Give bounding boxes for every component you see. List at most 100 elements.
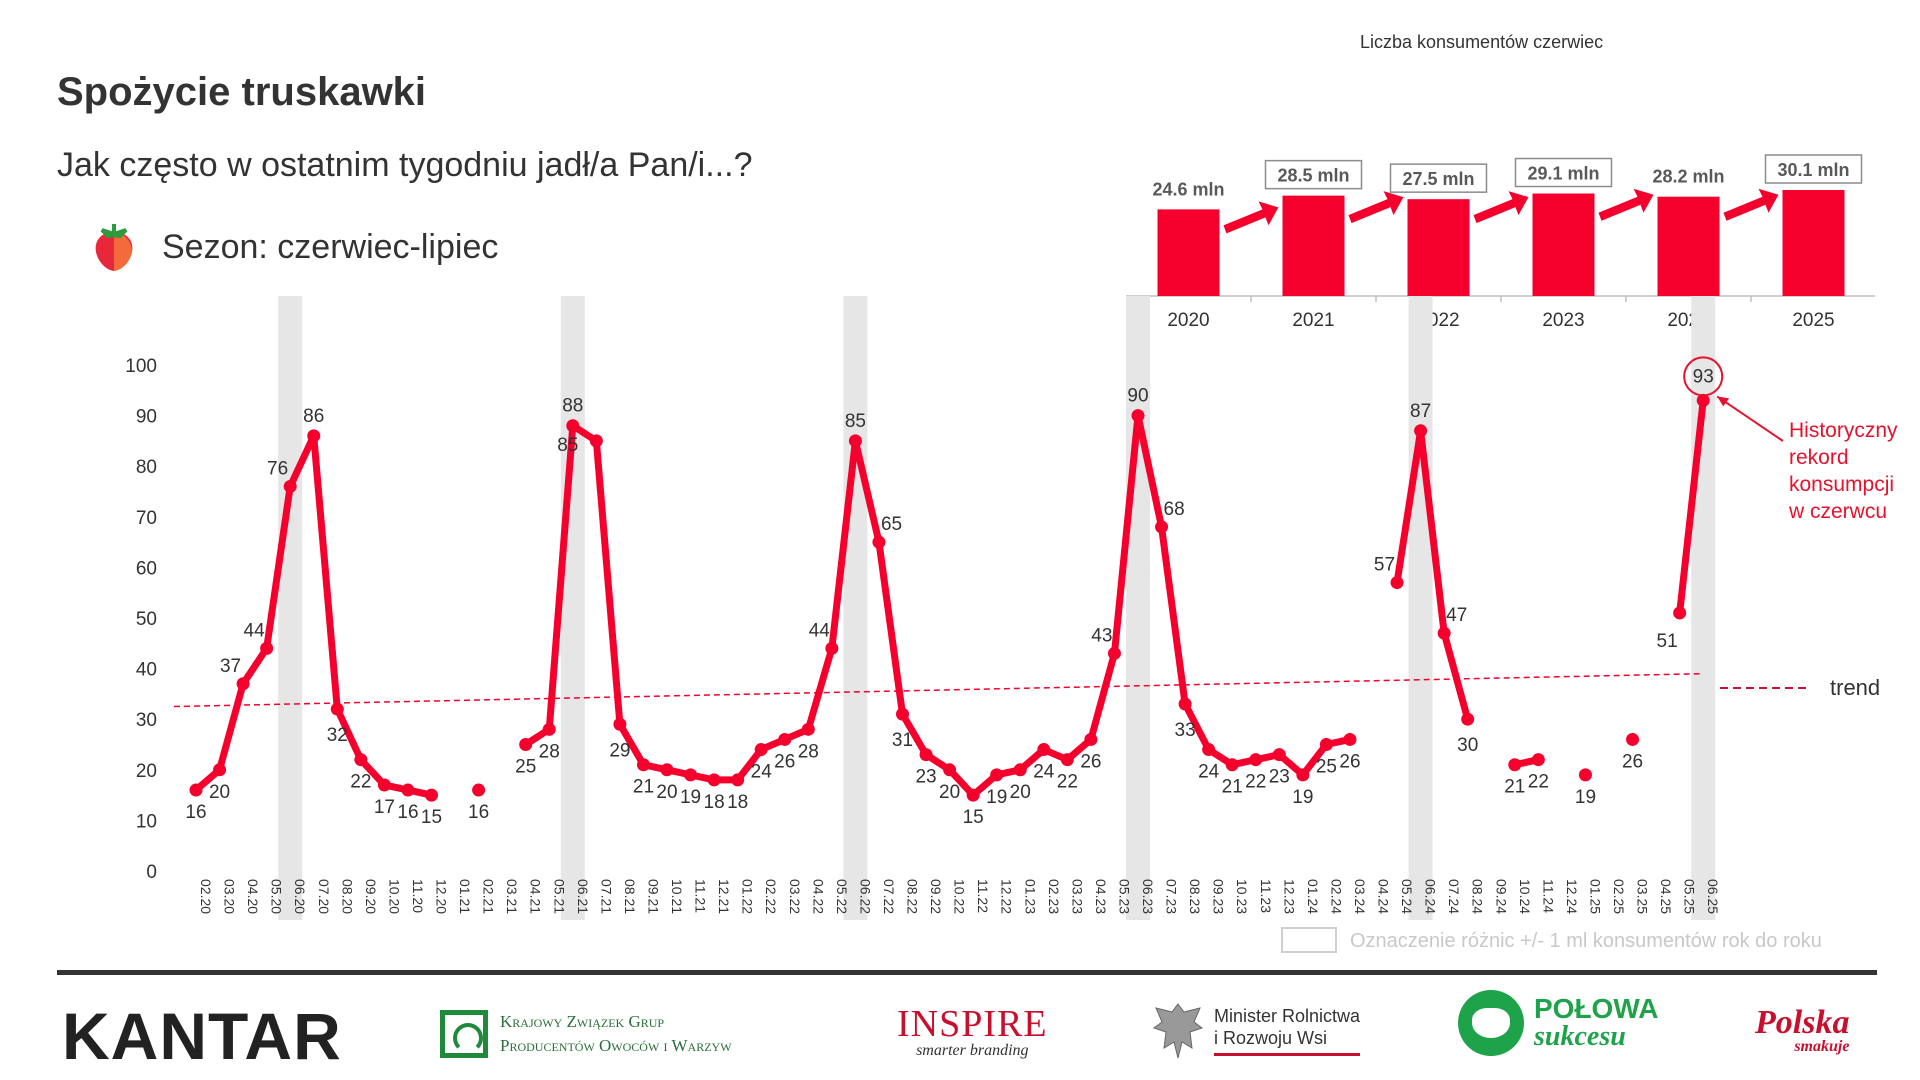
data-point-07.22	[872, 535, 886, 549]
x-tick-label: 01.23	[1022, 879, 1038, 914]
data-label: 85	[557, 435, 578, 456]
data-label: 16	[185, 802, 206, 823]
x-tick-label: 07.24	[1446, 879, 1462, 914]
x-tick-label: 09.20	[363, 879, 379, 914]
trend-legend-label: trend	[1830, 675, 1880, 700]
season-label: Sezon: czerwiec-lipiec	[92, 222, 498, 272]
x-tick-label: 10.20	[386, 879, 402, 914]
bar-value-label: 27.5 mln	[1402, 169, 1474, 189]
x-tick-label: 02.20	[198, 879, 214, 914]
x-tick-label: 02.21	[481, 879, 497, 914]
x-tick-label: 02.24	[1328, 879, 1344, 914]
data-point-04.22	[801, 722, 815, 736]
data-point-02.23	[1037, 743, 1051, 757]
data-label: 17	[374, 797, 395, 818]
y-tick-label: 100	[125, 356, 157, 377]
data-label: 93	[1693, 366, 1714, 387]
june-highlight-band	[1691, 296, 1716, 920]
bar-2021	[1282, 195, 1345, 296]
trend-line	[173, 672, 1704, 708]
x-tick-label: 04.23	[1093, 879, 1109, 914]
x-tick-label: 06.24	[1423, 879, 1439, 914]
data-label: 43	[1091, 625, 1112, 646]
june-highlight-band	[1126, 296, 1150, 920]
x-tick-label: 11.23	[1258, 879, 1274, 913]
data-label: 26	[1622, 751, 1643, 772]
kzgp-logo: Krajowy Związek Grup Producentów Owoców i…	[440, 1010, 732, 1058]
data-label: 22	[1057, 772, 1078, 793]
data-point-02.20	[189, 783, 203, 797]
data-point-03.24	[1343, 732, 1357, 746]
data-label: 24	[1198, 762, 1220, 783]
data-label: 16	[397, 802, 418, 823]
data-point-06.25	[1696, 393, 1710, 407]
bar-value-box	[1514, 157, 1613, 188]
bar-value-box	[1764, 154, 1863, 184]
data-point-03.23	[1060, 753, 1074, 767]
data-point-03.20	[213, 763, 227, 777]
data-point-11.22	[966, 788, 980, 802]
x-tick-label: 07.21	[598, 879, 614, 914]
x-tick-label: 09.24	[1493, 879, 1509, 914]
bar-value-label: 24.6 mln	[1152, 179, 1224, 199]
growth-arrow-icon	[1473, 191, 1529, 224]
data-label: 90	[1127, 386, 1148, 407]
y-tick-label: 70	[136, 508, 157, 529]
data-point-07.24	[1437, 626, 1451, 640]
data-point-08.21	[613, 717, 627, 731]
data-point-05.25	[1673, 606, 1687, 620]
x-tick-label: 05.23	[1116, 879, 1132, 914]
bar-2024	[1657, 196, 1720, 296]
polska-smakuje-logo: Polska smakuje	[1755, 1004, 1850, 1055]
data-point-10.24	[1508, 758, 1522, 772]
data-label: 23	[1269, 767, 1290, 788]
y-tick-label: 30	[136, 710, 157, 731]
x-tick-label: 01.21	[457, 879, 473, 914]
consumption-series-line	[192, 432, 435, 799]
data-point-09.23	[1202, 743, 1216, 757]
data-point-11.24	[1531, 753, 1545, 767]
x-tick-label: 03.20	[222, 879, 238, 914]
data-label: 18	[704, 792, 725, 813]
data-label: 26	[774, 751, 795, 772]
x-tick-label: 06.20	[292, 879, 308, 914]
plate-icon	[1458, 990, 1524, 1056]
data-label: 22	[1245, 772, 1266, 793]
x-tick-label: 01.25	[1587, 879, 1603, 914]
data-label: 44	[809, 620, 831, 641]
record-callout-arrow	[1716, 395, 1784, 442]
x-tick-label: 07.23	[1164, 879, 1180, 914]
data-point-01.22	[731, 773, 745, 787]
x-tick-label: 08.22	[905, 879, 921, 914]
difference-legend-swatch	[1281, 927, 1337, 953]
data-point-02.22	[754, 743, 768, 757]
june-highlight-band	[1408, 296, 1433, 920]
data-label: 18	[727, 792, 748, 813]
x-tick-label: 12.24	[1564, 879, 1580, 914]
data-label: 86	[303, 406, 324, 427]
x-tick-label: 04.25	[1658, 879, 1674, 914]
data-point-11.21	[684, 768, 698, 782]
data-label: 47	[1446, 605, 1467, 626]
data-label: 21	[633, 777, 654, 798]
data-label: 33	[1175, 720, 1196, 741]
x-tick-label: 11.20	[410, 879, 426, 913]
data-label: 26	[1080, 751, 1101, 772]
x-tick-label: 09.22	[928, 879, 944, 914]
june-highlight-band	[843, 296, 868, 920]
record-highlight-circle	[1683, 356, 1724, 397]
data-point-03.22	[778, 732, 792, 746]
x-tick-label: 05.20	[269, 879, 285, 914]
x-tick-label: 12.20	[434, 879, 450, 914]
data-label: 25	[515, 757, 536, 778]
ministry-logo: Minister Rolnictwa i Rozwoju Wsi	[1150, 998, 1361, 1062]
data-point-01.23	[1013, 763, 1027, 777]
data-label: 20	[209, 782, 230, 803]
consumption-series-line	[1676, 396, 1707, 617]
data-label: 23	[915, 767, 936, 788]
data-point-09.22	[919, 748, 933, 762]
data-label: 21	[1222, 777, 1243, 798]
record-annotation-line: w czerwcu	[1788, 500, 1887, 523]
data-point-11.23	[1249, 753, 1263, 767]
